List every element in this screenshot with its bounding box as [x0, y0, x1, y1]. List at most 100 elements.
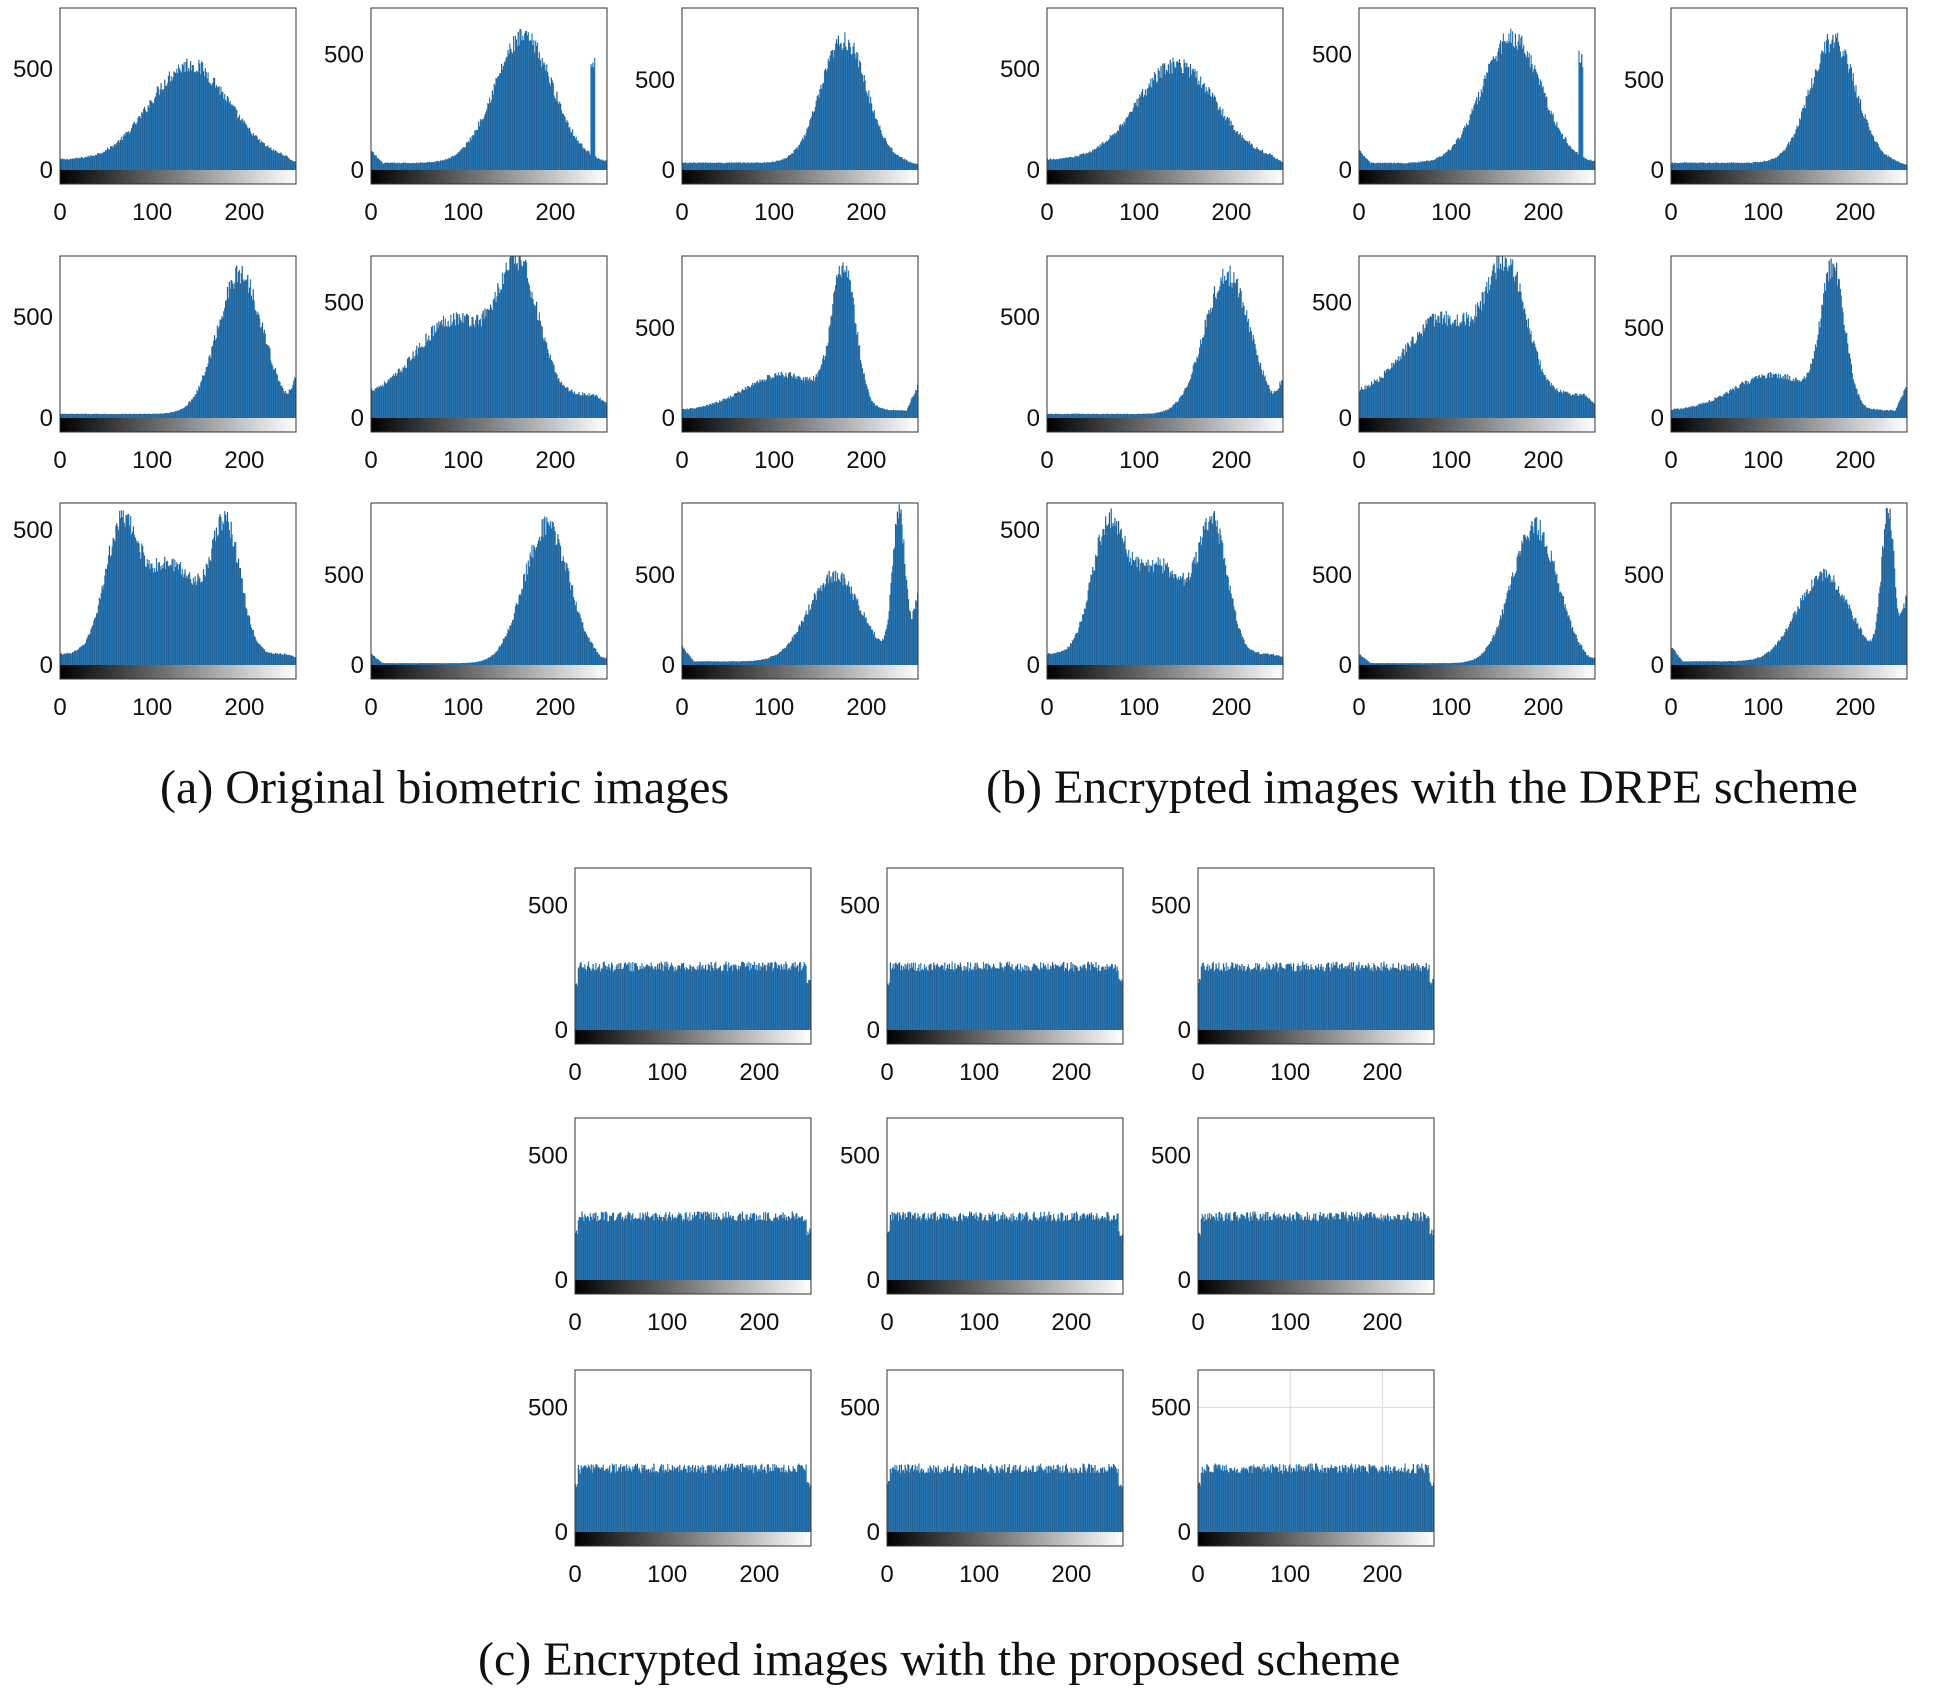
histogram-bar — [280, 152, 282, 170]
histogram-bar — [840, 42, 842, 170]
histogram-bar — [601, 160, 603, 170]
histogram-bar — [732, 964, 734, 1030]
histogram-bar — [254, 636, 256, 665]
histogram-bar — [164, 413, 166, 418]
histogram-bar — [549, 354, 552, 418]
histogram-bar — [1262, 152, 1264, 170]
histogram-bar — [1072, 157, 1075, 170]
histogram-bar — [1835, 270, 1837, 418]
histogram-bar — [1532, 72, 1534, 170]
histogram-bar — [1775, 644, 1777, 665]
histogram-bar — [1242, 637, 1244, 665]
histogram-bar — [1188, 572, 1190, 665]
histogram-bar — [1385, 663, 1387, 665]
histogram-bar — [695, 970, 697, 1030]
histogram-bar — [1812, 87, 1814, 170]
histogram-bar — [1855, 387, 1857, 418]
histogram-bar — [551, 521, 553, 665]
histogram-bar — [867, 96, 869, 170]
histogram-bar — [221, 316, 223, 418]
histogram-bar — [1237, 297, 1240, 418]
histogram-bar — [801, 621, 804, 665]
histogram-bar — [764, 162, 766, 170]
histogram-bar — [525, 563, 528, 665]
histogram-bar — [1785, 148, 1787, 170]
histogram-bar — [260, 327, 262, 418]
histogram-bar — [1834, 267, 1836, 418]
histogram-bar — [807, 381, 809, 418]
histogram-bar — [1834, 581, 1836, 665]
histogram-bar — [729, 395, 732, 418]
histogram-bar — [1840, 57, 1842, 170]
histogram-bar — [596, 969, 598, 1030]
histogram-bar — [208, 557, 210, 665]
histogram-bar — [576, 610, 578, 665]
histogram-bar — [724, 964, 726, 1030]
histogram-bar — [1134, 102, 1136, 170]
histogram-bar — [1500, 263, 1502, 418]
histogram-bar — [452, 155, 454, 170]
histogram-bar — [1694, 162, 1696, 170]
histogram-bar — [782, 159, 784, 170]
histogram-bar — [377, 659, 379, 665]
histogram-bar — [133, 121, 135, 170]
histogram-bar — [1741, 163, 1744, 170]
histogram-bar — [888, 611, 890, 665]
histogram-bar — [839, 43, 841, 170]
histogram-bar — [1818, 321, 1820, 418]
histogram-bar — [141, 111, 143, 170]
histogram-bar — [1743, 384, 1746, 418]
histogram-bar — [246, 279, 248, 418]
histogram-bar — [1765, 161, 1768, 170]
x-tick-label: 100 — [1119, 199, 1159, 226]
histogram-bar — [1737, 660, 1739, 665]
histogram-bar — [1120, 528, 1122, 665]
histogram-bar — [731, 970, 733, 1030]
histogram-bar — [1843, 324, 1845, 418]
histogram-bar — [1775, 157, 1777, 170]
histogram-bar — [1363, 156, 1365, 170]
x-tick-label: 0 — [1664, 694, 1677, 721]
histogram-bar — [692, 659, 694, 665]
histogram-bar — [154, 96, 157, 170]
histogram-bar — [1514, 573, 1517, 665]
histogram-bar — [175, 72, 177, 170]
histogram-bar — [1874, 409, 1876, 418]
histogram-bar — [371, 151, 373, 170]
histogram-bar — [1247, 647, 1249, 665]
histogram-bar — [777, 653, 780, 665]
histogram-bar — [475, 130, 477, 170]
histogram-bar — [525, 30, 528, 170]
y-tick-label: 500 — [1624, 315, 1664, 342]
histogram-bar — [1118, 414, 1121, 418]
histogram-bar — [60, 653, 62, 665]
histogram-bar — [617, 969, 619, 1030]
histogram-bar — [1201, 85, 1204, 170]
histogram-bar — [61, 654, 64, 665]
histogram-bar — [1553, 121, 1555, 170]
histogram-bar — [1716, 398, 1718, 418]
histogram-bar — [1781, 152, 1783, 170]
histogram-bar — [452, 663, 454, 665]
histogram-bar — [864, 80, 866, 170]
histogram-bar — [1433, 326, 1435, 418]
histogram-bar — [586, 636, 588, 665]
histogram-bar — [205, 563, 207, 665]
histogram-bar — [604, 658, 606, 665]
histogram-bar — [1102, 529, 1104, 665]
histogram-bar — [406, 663, 409, 665]
histogram-bar — [780, 159, 782, 170]
histogram-bar — [836, 43, 839, 170]
histogram-bar — [761, 380, 763, 418]
histogram-bar — [171, 411, 173, 418]
histogram-bar — [1571, 395, 1573, 418]
histogram-bar — [1235, 620, 1238, 665]
histogram-bar — [1692, 661, 1694, 665]
histogram-bar — [457, 324, 459, 418]
histogram-bar — [1432, 160, 1434, 170]
histogram-bar — [202, 375, 205, 418]
histogram-bar — [1251, 650, 1253, 665]
histogram-bar — [1749, 163, 1751, 170]
histogram-bar — [517, 603, 519, 665]
histogram-bar — [692, 408, 694, 418]
